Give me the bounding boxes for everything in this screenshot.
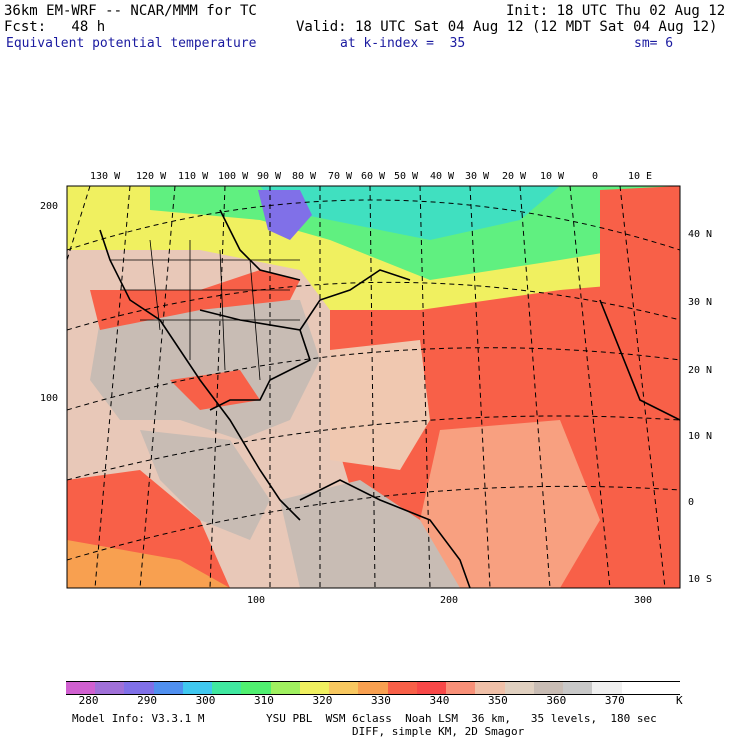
colorbar-swatch [387,681,418,695]
colorbar-swatch [563,681,593,695]
colorbar-label: 320 [312,694,333,707]
valid-time: Valid: 18 UTC Sat 04 Aug 12 (12 MDT Sat … [296,19,718,35]
physics-info: YSU PBL WSM 6class Noah LSM 36 km, 35 le… [266,712,657,725]
forecast-hour: Fcst: 48 h [4,19,106,35]
colorbar-swatch [475,681,506,695]
lat-label: 10 S [688,574,713,585]
colorbar-swatch [650,681,681,695]
colorbar-swatch [446,681,476,695]
lat-label: 0 [688,497,695,508]
lat-label: 30 N [688,297,713,308]
colorbar-swatch [66,681,96,695]
lon-label: 0 [592,171,599,182]
colorbar-swatch [329,681,359,695]
mexico-gray [140,430,270,540]
colorbar-swatch [153,681,184,695]
lon-label: 100 W [218,171,249,182]
colorbar-swatch [504,681,535,695]
model-info: Model Info: V3.3.1 M [72,712,205,725]
lon-label: 20 W [502,171,527,182]
init-time: Init: 18 UTC Thu 02 Aug 12 [506,3,726,19]
bottom-axis-label: 300 [634,595,653,606]
left-axis-label: 200 [40,201,59,212]
colorbar-swatch [358,681,389,695]
colorbar-swatch [533,681,564,695]
colorbar-swatch [95,681,125,695]
lon-label: 130 W [90,171,121,182]
colorbar-swatch [124,681,155,695]
lat-label: 40 N [688,229,713,240]
colorbar-swatch [416,681,447,695]
colorbar-label: 330 [371,694,391,707]
colorbar-swatch [592,681,623,695]
lon-label: 110 W [178,171,209,182]
colorbar-label: 310 [254,694,274,707]
colorbar-swatch [621,681,652,695]
lon-label: 40 W [430,171,455,182]
sa-gray [280,480,460,588]
field-name: Equivalent potential temperature [6,36,257,51]
lon-label: 120 W [136,171,167,182]
tan-central [330,340,430,470]
state-borders [110,239,300,381]
colorbar-label: 290 [137,694,157,707]
lon-label: 30 W [465,171,490,182]
us-gray [90,300,320,440]
model-title: 36km EM-WRF -- NCAR/MMM for TC [4,3,257,19]
colorbar-label: 370 [604,694,625,707]
level-info: at k-index = 35 [340,36,466,51]
colorbar-swatch [212,681,242,695]
lat-label: 20 N [688,365,713,376]
colorbar-unit: K [676,694,683,707]
tan-south [420,420,600,588]
east-red [600,186,680,360]
lon-label: 60 W [361,171,386,182]
us-red-band [90,270,300,330]
diffusion-info: DIFF, simple KM, 2D Smagor [352,725,525,738]
north-cyan [260,186,560,240]
lat-label: 10 N [688,431,713,442]
colorbar-label: 360 [546,694,567,707]
bottom-axis-label: 100 [247,595,266,606]
colorbar-label: 350 [487,694,508,707]
colorbar-label: 340 [429,694,450,707]
colorbar-label: 300 [195,694,216,707]
bottom-axis-label: 200 [440,595,459,606]
pacific-orange [67,540,230,588]
colorbar-swatch [241,681,272,695]
graticule [67,186,680,588]
colorbar-swatch [182,681,213,695]
smoothing-info: sm= 6 [634,36,674,51]
lon-label: 50 W [394,171,419,182]
lon-label: 70 W [328,171,353,182]
lon-label: 10 E [628,171,653,182]
colorbar-label: 280 [78,694,99,707]
lon-label: 10 W [540,171,565,182]
left-axis-label: 100 [40,393,59,404]
lon-label: 80 W [292,171,317,182]
colorbar-swatch [299,681,330,695]
colorbar-swatch [270,681,301,695]
lon-label: 90 W [257,171,282,182]
